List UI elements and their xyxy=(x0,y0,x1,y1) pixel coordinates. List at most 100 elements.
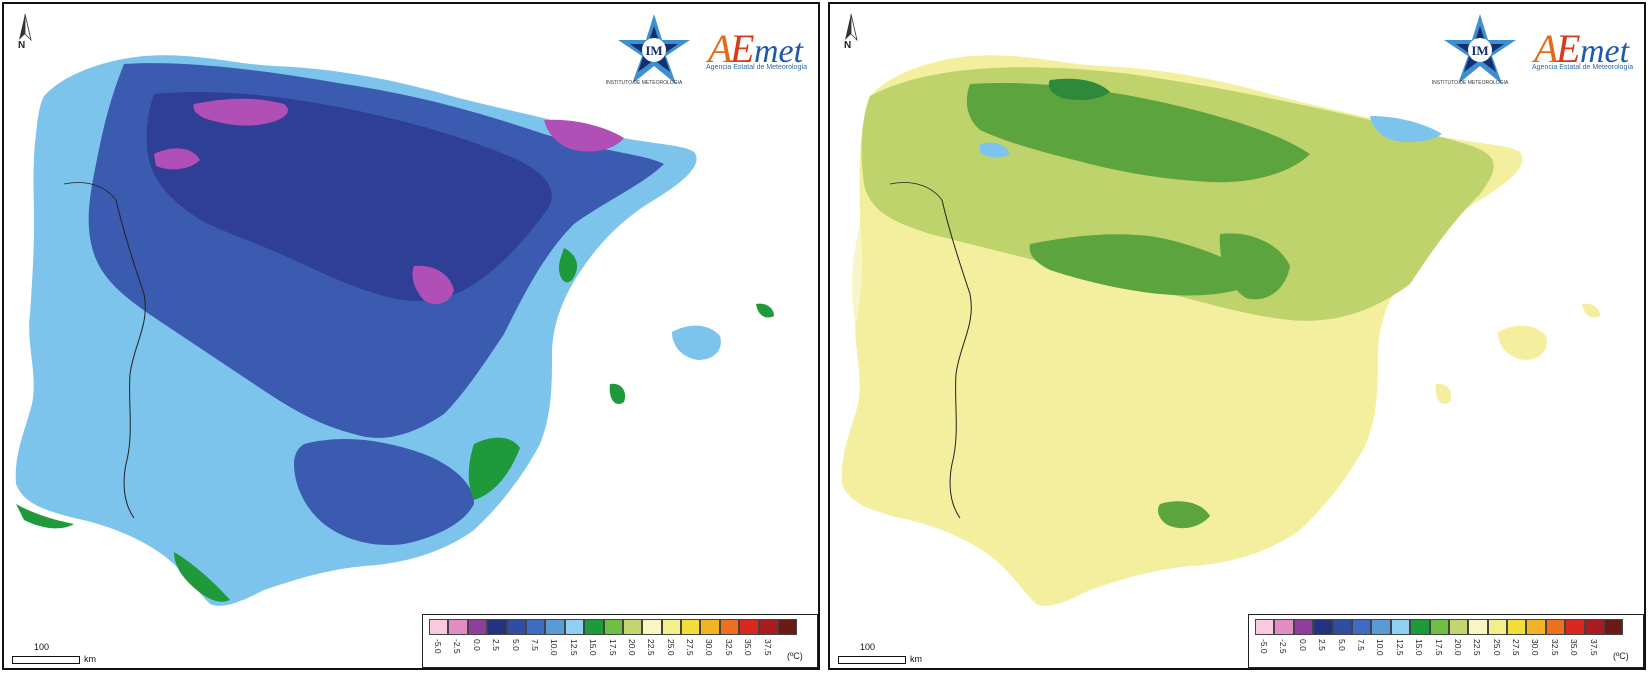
legend-swatch xyxy=(1313,619,1333,635)
legend-tick: -2.5 xyxy=(448,639,467,665)
island-ibiza xyxy=(1435,383,1452,404)
legend-tick-label: 12.5 xyxy=(568,639,579,656)
peak-snow xyxy=(1370,116,1442,142)
legend-swatch xyxy=(487,619,507,635)
legend-tick-label: 30.0 xyxy=(704,639,715,656)
north-label: N xyxy=(844,40,852,51)
legend-tick-label: 25.0 xyxy=(665,639,676,656)
legend-tick-label: 5.0 xyxy=(510,639,521,651)
aemet-logo-icon: A E met xyxy=(705,26,805,71)
legend-swatch xyxy=(719,619,740,635)
border-north xyxy=(889,182,943,201)
legend-swatch xyxy=(661,619,682,635)
legend-tick-label: 22.5 xyxy=(1472,639,1483,656)
legend-swatch xyxy=(467,619,488,635)
map-panel-left: N IM INSTITUTO DE METEOROLOGIA A E met A… xyxy=(2,2,820,670)
legend-tick: 7.5 xyxy=(526,639,545,665)
coast-west xyxy=(851,224,863,324)
coast-southeast xyxy=(468,437,520,500)
legend-ticks: -5.0 -2.5 0.0 2.5 5.0 7.5 10.0 12.5 15.0 17.5 20.0… xyxy=(429,639,778,665)
legend-tick-label: 17.5 xyxy=(1433,639,1444,656)
legend-swatch xyxy=(603,619,623,635)
legend-tick: 12.5 xyxy=(565,639,584,665)
legend-swatch xyxy=(700,619,720,635)
region-darker xyxy=(146,91,552,301)
legend-tick-label: 17.5 xyxy=(607,639,618,656)
legend-tick-label: 37.5 xyxy=(762,639,773,656)
legend-swatch xyxy=(1545,619,1566,635)
legend-tick: 27.5 xyxy=(681,639,700,665)
peak-1 xyxy=(1048,78,1110,100)
legend-swatch xyxy=(1332,619,1352,635)
legend-swatch xyxy=(1487,619,1508,635)
aemet-subtitle: Agencia Estatal de Meteorología xyxy=(706,64,808,71)
legend-tick-label: 22.5 xyxy=(646,639,657,656)
legend-tick-label: 10.0 xyxy=(549,639,560,656)
legend-tick: 27.5 xyxy=(1507,639,1526,665)
legend-tick: 20.0 xyxy=(623,639,642,665)
legend-swatch xyxy=(778,619,798,635)
legend-tick: 12.5 xyxy=(1391,639,1410,665)
peak-4 xyxy=(154,148,200,170)
legend-tick-label: 27.5 xyxy=(1511,639,1522,656)
legend-tick: 22.5 xyxy=(1468,639,1487,665)
legend-tick-label: -5.0 xyxy=(433,639,443,654)
svg-text:A: A xyxy=(1531,26,1559,71)
legend-tick: -2.5 xyxy=(1274,639,1293,665)
coast-east xyxy=(558,248,578,283)
island-mallorca xyxy=(672,325,721,360)
legend-tick: 37.5 xyxy=(1585,639,1604,665)
legend-swatch xyxy=(429,619,449,635)
legend-swatch xyxy=(681,619,701,635)
legend-tick-label: 32.5 xyxy=(723,639,734,656)
im-logo-text: INSTITUTO DE METEOROLOGIA xyxy=(605,80,683,86)
iberia-map-left xyxy=(15,55,774,606)
svg-text:E: E xyxy=(729,26,754,71)
legend-tick: 0.0 xyxy=(468,639,487,665)
peak-3 xyxy=(412,265,454,305)
legend-tick-label: 10.0 xyxy=(1375,639,1386,656)
legend-tick-label: 5.0 xyxy=(1336,639,1347,651)
legend-tick-label: -5.0 xyxy=(1259,639,1269,654)
island-ibiza xyxy=(609,383,626,404)
iberia-map-right xyxy=(841,55,1600,606)
peak-1 xyxy=(193,98,288,126)
legend-swatch xyxy=(1507,619,1527,635)
region-darker xyxy=(966,82,1310,183)
scale-bar xyxy=(12,656,80,664)
legend-swatch xyxy=(758,619,779,635)
legend-swatch xyxy=(1448,619,1469,635)
legend-tick: 32.5 xyxy=(1546,639,1565,665)
legend-swatch xyxy=(1604,619,1624,635)
legend-tick: 37.5 xyxy=(759,639,778,665)
north-arrow-icon xyxy=(19,13,32,42)
svg-text:IM: IM xyxy=(1471,43,1488,58)
legend-tick: 15.0 xyxy=(584,639,603,665)
legend-tick-label: 35.0 xyxy=(1569,639,1580,656)
legend-swatch xyxy=(1274,619,1294,635)
legend-swatch xyxy=(1390,619,1411,635)
legend-swatch xyxy=(545,619,565,635)
legend-swatch xyxy=(1371,619,1391,635)
island-menorca xyxy=(1582,303,1600,318)
legend: -5.0 -2.5 0.0 2.5 5.0 7.5 10.0 12.5 15.0 17.5 20.0… xyxy=(422,614,818,668)
scale-unit: km xyxy=(910,654,922,664)
island-mallorca xyxy=(1498,325,1547,360)
coast-south xyxy=(174,552,230,602)
legend-tick-label: 15.0 xyxy=(1414,639,1425,656)
legend-swatch xyxy=(622,619,643,635)
legend-tick-label: 27.5 xyxy=(685,639,696,656)
legend-tick-label: 25.0 xyxy=(1491,639,1502,656)
legend-tick-label: -2.5 xyxy=(452,639,463,654)
legend-tick-label: 2.5 xyxy=(491,639,502,651)
coast-southwest xyxy=(16,504,74,529)
scale-value: 100 xyxy=(860,642,876,652)
legend-tick: 22.5 xyxy=(642,639,661,665)
im-logo-text: INSTITUTO DE METEOROLOGIA xyxy=(1431,80,1509,86)
legend-tick: 5.0 xyxy=(1333,639,1352,665)
legend-tick: 0.0 xyxy=(1294,639,1313,665)
legend-tick: 25.0 xyxy=(1488,639,1507,665)
legend-swatch xyxy=(584,619,604,635)
legend-tick: 30.0 xyxy=(1526,639,1545,665)
svg-text:A: A xyxy=(705,26,733,71)
